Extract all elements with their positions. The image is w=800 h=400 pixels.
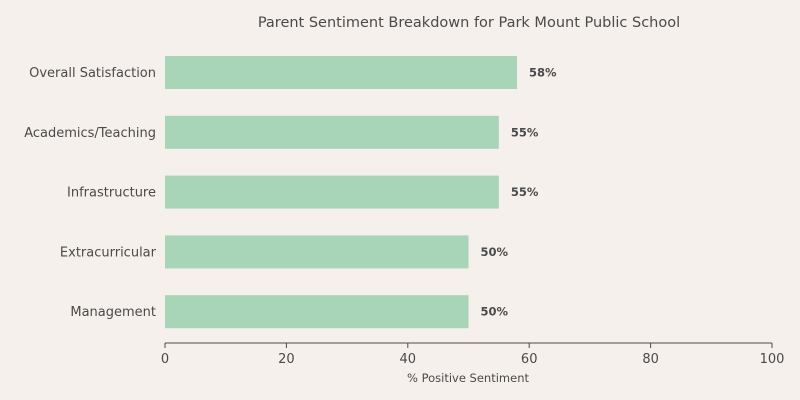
bar [165,295,469,329]
bar-value-label: 58% [529,66,557,80]
x-ticks-group: 0 20 40 60 80 100 [161,343,785,367]
category-label: Infrastructure [67,186,156,201]
chart-title: Parent Sentiment Breakdown for Park Moun… [258,15,680,31]
bar [165,115,499,149]
bars-group [165,56,518,329]
bar [165,56,518,89]
x-tick-label: 0 [161,352,169,367]
bar-value-label: 55% [511,185,539,199]
x-tick-label: 80 [642,352,659,367]
bar-value-label: 55% [511,125,539,139]
category-label: Management [70,305,156,320]
category-label: Extracurricular [60,245,157,260]
x-tick-label: 40 [400,352,417,367]
category-labels-group: Overall Satisfaction Academics/Teaching In… [24,66,156,320]
bar [165,235,469,269]
x-axis-title: % Positive Sentiment [407,371,530,385]
x-tick-label: 100 [760,352,785,367]
x-tick-label: 20 [278,352,295,367]
bar [165,175,499,209]
bar-value-label: 50% [481,245,509,259]
category-label: Overall Satisfaction [29,66,156,81]
category-label: Academics/Teaching [24,126,156,141]
bar-value-label: 50% [481,305,509,319]
x-tick-label: 60 [521,352,538,367]
value-labels-group: 58% 55% 55% 50% 50% [481,66,558,319]
